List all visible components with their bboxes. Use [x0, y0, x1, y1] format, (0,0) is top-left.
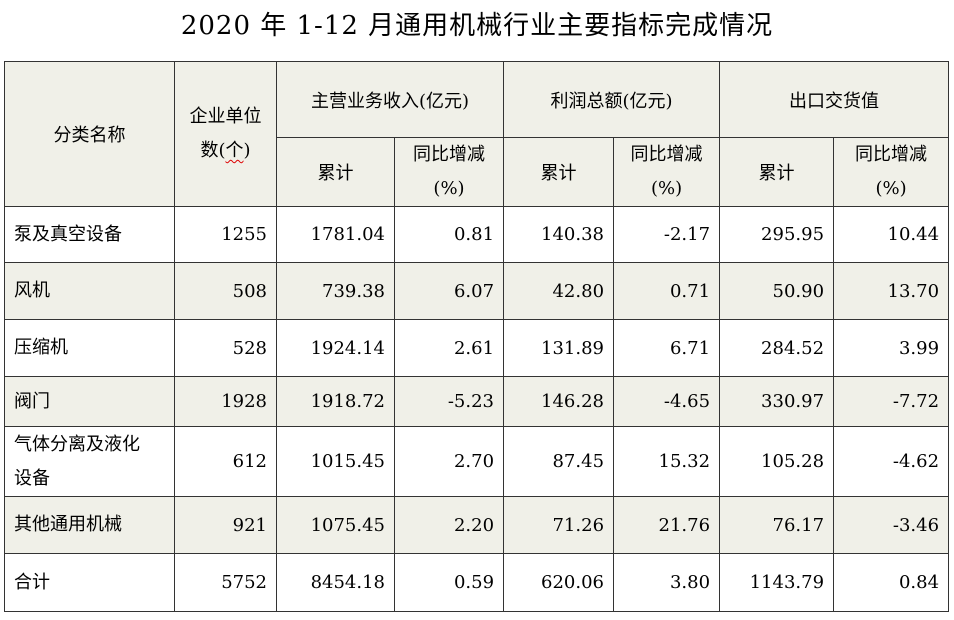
cell-profit-yoy: 0.71: [613, 262, 721, 320]
header-revenue-group: 主营业务收入(亿元): [275, 61, 505, 138]
cell-revenue: 1924.14: [276, 319, 395, 377]
header-profit-cumulative: 累计: [503, 137, 615, 207]
cell-revenue-yoy: 0.59: [393, 553, 505, 612]
cell-profit: 87.45: [503, 426, 615, 497]
cell-count: 5752: [174, 553, 277, 612]
cell-profit: 42.80: [503, 262, 615, 320]
cell-export-yoy: 0.84: [833, 553, 950, 612]
cell-profit: 146.28: [503, 376, 615, 427]
header-enterprise-count: 企业单位 数(个): [174, 61, 277, 207]
row-name: 合计: [4, 553, 175, 612]
cell-export-yoy: -4.62: [833, 426, 950, 497]
cell-export: 284.52: [719, 319, 835, 377]
cell-revenue: 1015.45: [276, 426, 395, 497]
cell-revenue-yoy: 2.20: [393, 496, 505, 554]
row-name: 气体分离及液化 设备: [4, 426, 175, 497]
table-row: 压缩机 528 1924.14 2.61 131.89 6.71 284.52 …: [4, 319, 950, 377]
cell-profit-yoy: 21.76: [613, 496, 721, 554]
cell-export-yoy: 10.44: [833, 206, 950, 263]
cell-export-yoy: 13.70: [833, 262, 950, 320]
cell-profit: 140.38: [503, 206, 615, 263]
page-title: 2020 年 1-12 月通用机械行业主要指标完成情况: [180, 11, 774, 41]
row-name: 压缩机: [4, 319, 175, 377]
cell-profit-yoy: 15.32: [613, 426, 721, 497]
cell-revenue-yoy: 2.70: [393, 426, 505, 497]
cell-export-yoy: -7.72: [833, 376, 950, 427]
cell-profit: 620.06: [503, 553, 615, 612]
cell-count: 921: [174, 496, 277, 554]
cell-revenue: 1075.45: [276, 496, 395, 554]
cell-export: 76.17: [719, 496, 835, 554]
cell-revenue-yoy: 0.81: [393, 206, 505, 263]
row-name: 泵及真空设备: [4, 206, 175, 263]
cell-export: 50.90: [719, 262, 835, 320]
header-export-group: 出口交货值: [719, 61, 950, 138]
cell-profit: 131.89: [503, 319, 615, 377]
table-row-total: 合计 5752 8454.18 0.59 620.06 3.80 1143.79…: [4, 553, 950, 612]
cell-export: 105.28: [719, 426, 835, 497]
cell-revenue-yoy: 2.61: [393, 319, 505, 377]
table-header: 分类名称 企业单位 数(个) 主营业务收入(亿元) 利润总额(亿元) 出口交货值…: [4, 61, 950, 207]
cell-count: 1255: [174, 206, 277, 263]
indicator-table: 分类名称 企业单位 数(个) 主营业务收入(亿元) 利润总额(亿元) 出口交货值…: [4, 61, 950, 612]
header-revenue-cumulative: 累计: [276, 137, 395, 207]
cell-profit-yoy: -2.17: [613, 206, 721, 263]
table-row: 风机 508 739.38 6.07 42.80 0.71 50.90 13.7…: [4, 262, 950, 320]
spellcheck-underline: 个: [225, 140, 244, 161]
cell-export-yoy: -3.46: [833, 496, 950, 554]
cell-export: 1143.79: [719, 553, 835, 612]
table-row: 气体分离及液化 设备 612 1015.45 2.70 87.45 15.32 …: [4, 426, 950, 497]
row-name: 其他通用机械: [4, 496, 175, 554]
header-profit-group: 利润总额(亿元): [503, 61, 721, 138]
cell-profit-yoy: -4.65: [613, 376, 721, 427]
cell-count: 528: [174, 319, 277, 377]
cell-profit-yoy: 6.71: [613, 319, 721, 377]
header-profit-yoy: 同比增减 (%): [613, 137, 721, 207]
cell-revenue: 739.38: [276, 262, 395, 320]
table-row: 阀门 1928 1918.72 -5.23 146.28 -4.65 330.9…: [4, 376, 950, 427]
cell-export-yoy: 3.99: [833, 319, 950, 377]
table-row: 其他通用机械 921 1075.45 2.20 71.26 21.76 76.1…: [4, 496, 950, 554]
table-row: 泵及真空设备 1255 1781.04 0.81 140.38 -2.17 29…: [4, 206, 950, 263]
header-export-yoy: 同比增减 (%): [833, 137, 950, 207]
cell-export: 295.95: [719, 206, 835, 263]
cell-count: 1928: [174, 376, 277, 427]
cell-count: 508: [174, 262, 277, 320]
cell-revenue: 8454.18: [276, 553, 395, 612]
header-enterprise-count-line2: 数(个): [200, 140, 251, 161]
cell-count: 612: [174, 426, 277, 497]
header-category-name: 分类名称: [4, 61, 175, 207]
header-revenue-yoy: 同比增减 (%): [393, 137, 505, 207]
cell-revenue: 1918.72: [276, 376, 395, 427]
cell-revenue-yoy: 6.07: [393, 262, 505, 320]
cell-revenue-yoy: -5.23: [393, 376, 505, 427]
cell-revenue: 1781.04: [276, 206, 395, 263]
row-name: 阀门: [4, 376, 175, 427]
row-name: 风机: [4, 262, 175, 320]
cell-profit: 71.26: [503, 496, 615, 554]
cell-export: 330.97: [719, 376, 835, 427]
header-enterprise-count-line1: 企业单位: [189, 106, 262, 127]
header-export-cumulative: 累计: [719, 137, 835, 207]
cell-profit-yoy: 3.80: [613, 553, 721, 612]
